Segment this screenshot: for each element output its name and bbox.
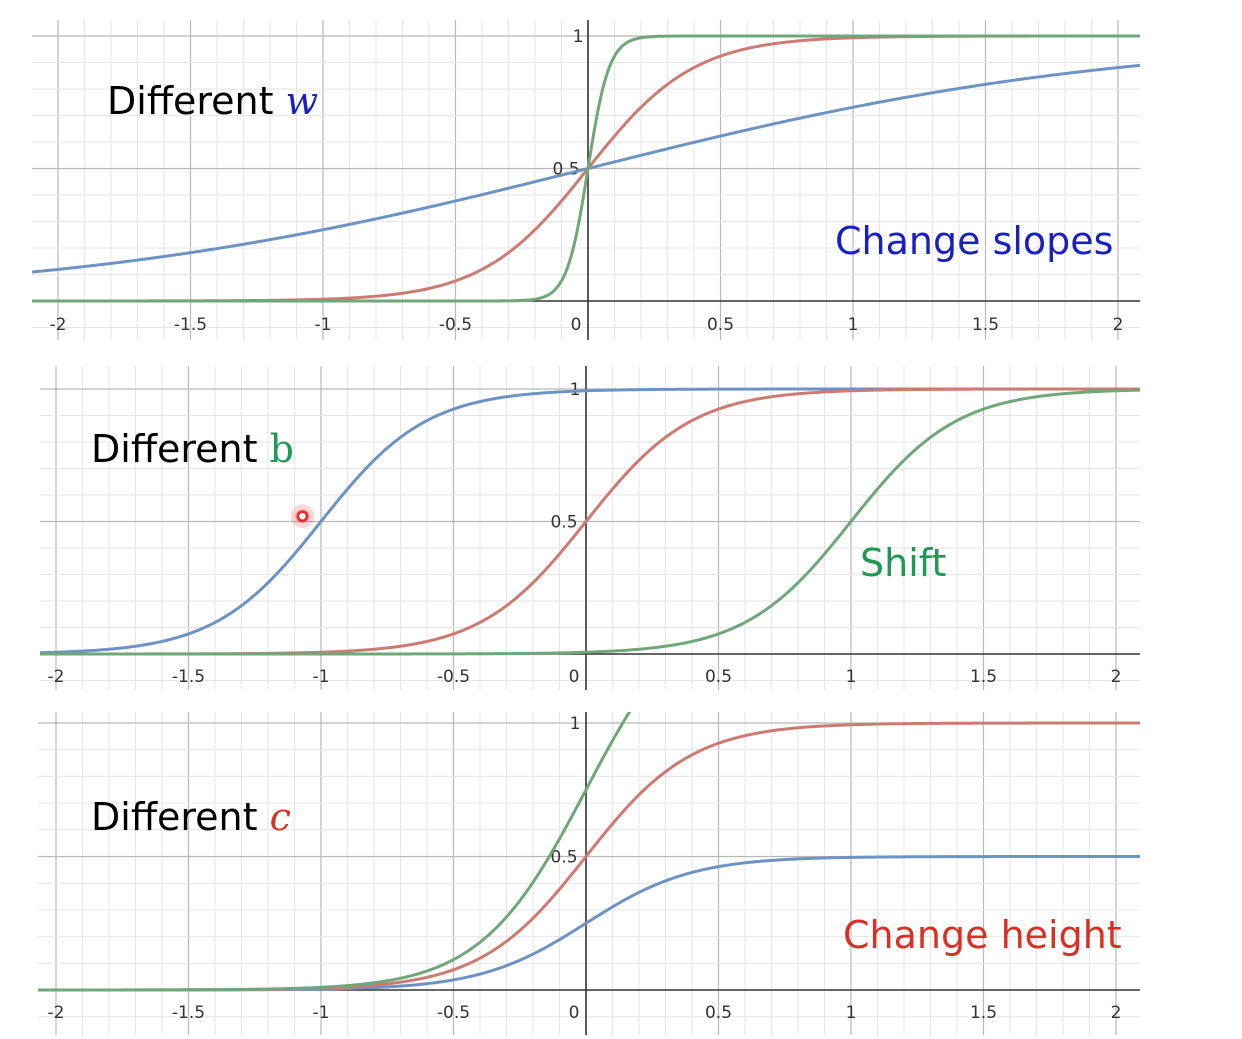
x-tick-label: -1.5 (172, 1003, 205, 1023)
x-tick-label: 1.5 (970, 667, 997, 687)
grid (32, 20, 1140, 340)
x-tick-label: 2 (1111, 667, 1122, 687)
y-tick-label: 1 (573, 27, 584, 47)
panel-title-variable: w (286, 79, 319, 123)
x-tick-label: 1 (846, 1003, 857, 1023)
cursor-marker (290, 504, 315, 529)
x-tick-label: -1.5 (172, 667, 205, 687)
x-tick-label: 2 (1111, 1003, 1122, 1023)
panel-title-variable: c (270, 795, 291, 839)
x-tick-label: 0 (569, 667, 580, 687)
panel-title-prefix: Different (91, 795, 270, 839)
panel-title: Different w (107, 79, 318, 123)
x-tick-label: 1.5 (970, 1003, 997, 1023)
series-line-3 (40, 388, 1140, 656)
y-tick-label: 1 (570, 714, 581, 734)
x-tick-label: -2 (48, 667, 65, 687)
panel-annotation: Change height (843, 913, 1122, 957)
y-tick-label: 0.5 (550, 513, 577, 533)
x-tick-label: -0.5 (437, 1003, 470, 1023)
panel-title: Different c (91, 795, 291, 839)
panel-annotation: Change slopes (835, 219, 1113, 263)
grid (40, 366, 1140, 690)
x-tick-label: -1 (313, 667, 330, 687)
y-tick-label: 0.5 (550, 848, 577, 868)
chart-panel-3: -2 -1.5 -1 -0.5 0 0.5 1 1.5 2 0.5 1 Different c Chan… (38, 712, 1140, 1035)
x-tick-label: 1 (848, 315, 859, 335)
panel-title-prefix: Different (91, 427, 270, 471)
series-line-3 (32, 34, 1140, 303)
x-tick-label: 0.5 (705, 1003, 732, 1023)
x-tick-label: 1 (846, 667, 857, 687)
x-tick-label: 0.5 (705, 667, 732, 687)
x-tick-label: -1.5 (174, 315, 207, 335)
x-tick-label: -0.5 (437, 667, 470, 687)
x-tick-label: -2 (50, 315, 67, 335)
series-line-3 (38, 712, 632, 992)
x-tick-label: 1.5 (972, 315, 999, 335)
x-tick-label: -1 (313, 1003, 330, 1023)
x-tick-label: 2 (1113, 315, 1124, 335)
x-tick-label: -1 (315, 315, 332, 335)
panel-annotation: Shift (860, 541, 946, 585)
x-tick-label: 0 (571, 315, 582, 335)
x-tick-label: 0 (569, 1003, 580, 1023)
grid (38, 712, 1140, 1035)
panel-title-variable: b (270, 427, 294, 471)
x-tick-label: -2 (48, 1003, 65, 1023)
panel-title-prefix: Different (107, 79, 286, 123)
panel-title: Different b (91, 427, 294, 471)
x-tick-label: 0.5 (707, 315, 734, 335)
x-tick-label: -0.5 (439, 315, 472, 335)
